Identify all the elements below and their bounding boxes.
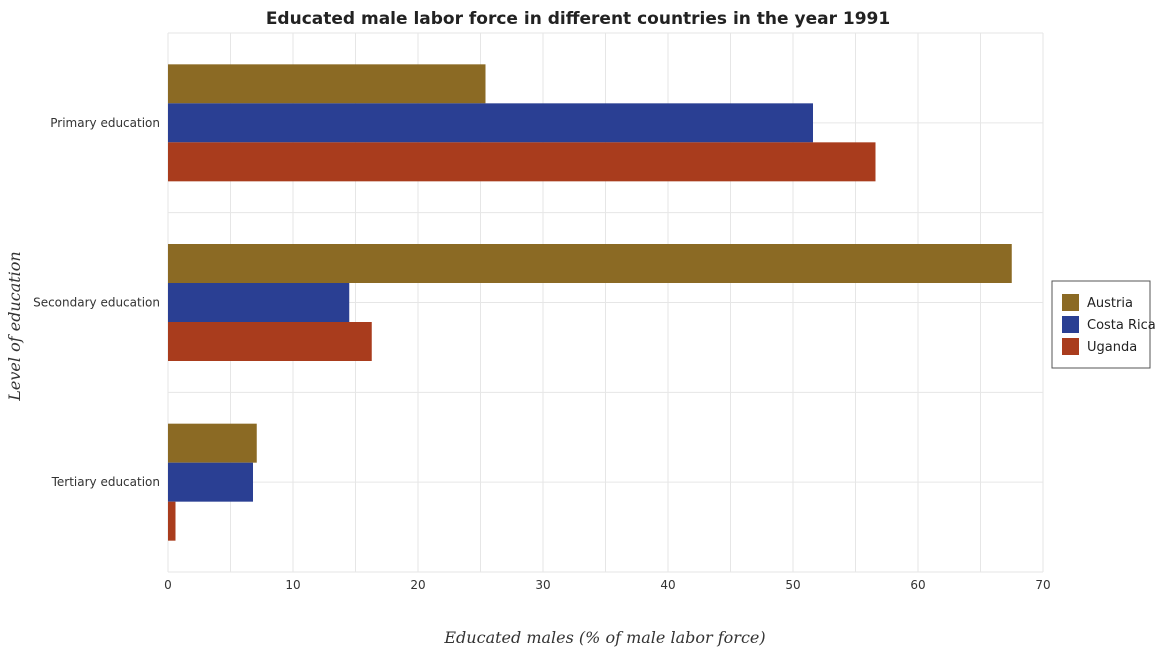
x-tick-label: 30: [535, 578, 550, 592]
bars: [168, 64, 1012, 541]
legend: Austria Costa Rica Uganda: [1051, 280, 1156, 369]
x-tick-label: 10: [285, 578, 300, 592]
legend-label: Uganda: [1087, 340, 1137, 355]
bar-austria: [168, 244, 1012, 283]
bar-austria: [168, 64, 486, 104]
x-axis-title: Educated males (% of male labor force): [443, 628, 765, 647]
x-tick-label: 60: [910, 578, 925, 592]
bar-uganda: [168, 322, 372, 361]
legend-swatch: [1062, 294, 1079, 311]
x-tick-label: 70: [1035, 578, 1050, 592]
x-tick-label: 50: [785, 578, 800, 592]
x-tick-label: 0: [164, 578, 172, 592]
legend-label: Costa Rica: [1087, 318, 1156, 333]
x-tick-label: 20: [410, 578, 425, 592]
y-tick-labels: Primary education Secondary education Tert…: [33, 116, 160, 489]
legend-swatch: [1062, 338, 1079, 355]
bar-costa-rica: [168, 283, 350, 322]
legend-label: Austria: [1087, 296, 1133, 311]
y-axis-title: Level of education: [5, 251, 24, 401]
x-tick-label: 40: [660, 578, 675, 592]
bar-costa-rica: [168, 462, 253, 502]
chart-title: Educated male labor force in different c…: [266, 9, 890, 29]
y-tick-label: Secondary education: [33, 296, 160, 310]
bar-austria: [168, 423, 257, 463]
bar-uganda: [168, 501, 176, 541]
bar-costa-rica: [168, 103, 813, 143]
y-tick-label: Primary education: [50, 116, 160, 130]
x-tick-labels: 0 10 20 30 40 50 60 70: [164, 578, 1050, 592]
bar-uganda: [168, 142, 876, 182]
legend-swatch: [1062, 316, 1079, 333]
y-tick-label: Tertiary education: [51, 475, 160, 489]
